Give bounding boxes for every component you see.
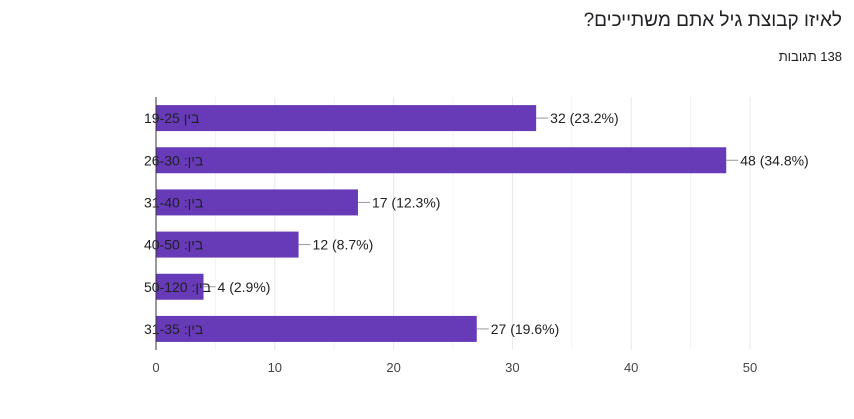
data-label: 17 (12.3%) bbox=[372, 194, 440, 210]
x-tick-label: 30 bbox=[505, 360, 519, 375]
bar bbox=[156, 105, 537, 132]
x-tick-label: 40 bbox=[624, 360, 638, 375]
bar bbox=[156, 273, 204, 300]
question-title: לאיזו קבוצת גיל אתם משתייכים? bbox=[583, 10, 842, 31]
data-label: 27 (19.6%) bbox=[491, 321, 559, 337]
bar bbox=[156, 315, 477, 342]
response-count: 138 תגובות bbox=[778, 49, 842, 64]
data-label: 12 (8.7%) bbox=[313, 237, 374, 253]
category-label: בין 19-25 bbox=[144, 110, 199, 126]
bar bbox=[156, 147, 727, 174]
data-label: 48 (34.8%) bbox=[740, 152, 808, 168]
grid-layer bbox=[214, 97, 751, 350]
data-label: 32 (23.2%) bbox=[550, 110, 618, 126]
x-tick-label: 20 bbox=[386, 360, 400, 375]
axis-layer: 0 10 20 30 40 50 bbox=[152, 97, 757, 375]
category-label: בין: 50-120 bbox=[144, 279, 211, 295]
x-tick-label: 0 bbox=[152, 360, 159, 375]
data-label: 4 (2.9%) bbox=[218, 279, 271, 295]
labels-layer: 32 (23.2%) בין 19-25 48 (34.8%) בין: 26-30 1… bbox=[144, 110, 809, 337]
category-label: בין: 31-40 bbox=[144, 194, 203, 210]
bar bbox=[156, 231, 299, 258]
category-label: בין: 26-30 bbox=[144, 152, 203, 168]
bar bbox=[156, 189, 358, 216]
category-label: בין: 40-50 bbox=[144, 237, 203, 253]
x-tick-label: 10 bbox=[268, 360, 282, 375]
category-label: בין: 31-35 bbox=[144, 321, 203, 337]
x-tick-label: 50 bbox=[743, 360, 757, 375]
bars-layer bbox=[156, 105, 727, 342]
